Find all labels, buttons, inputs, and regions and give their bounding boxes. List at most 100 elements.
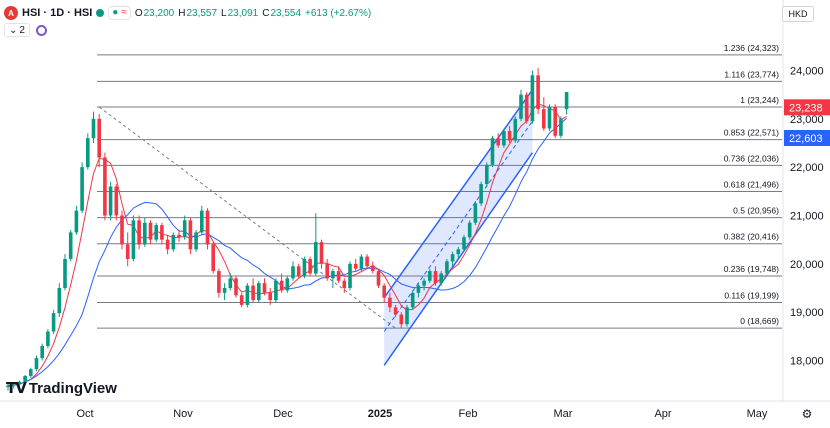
candle-body [228,278,233,288]
candle-body [291,266,295,279]
time-tick-label: Nov [173,408,193,420]
candle-body [485,164,489,185]
candle-body [80,167,84,211]
candle-body [296,266,301,276]
tradingview-wordmark: TradingView [28,379,117,397]
candle-body [416,285,421,293]
ohlc-low-key: L [221,7,227,19]
candle-body [165,239,170,250]
price-tick-label: 24,000 [790,66,824,78]
candle-body [131,220,136,259]
chart-header: A HSI · 1D · HSI ● ≈ O 23,200 H 23,557 L 23… [0,0,830,40]
candle-body [359,256,364,269]
ohlc-high-key: H [178,7,186,19]
candle-body [564,92,569,110]
candle-body [353,263,358,269]
indicators-collapse-button[interactable]: ⌄ 2 [4,23,30,37]
candle-body [6,385,10,388]
candle-body [524,94,529,122]
candle-body [450,254,455,262]
fib-level-label: 0.382 (20,416) [724,232,779,242]
candle-body [371,266,375,272]
loading-ring-icon[interactable] [35,24,47,36]
moving-averages [7,103,567,387]
candle-body [125,244,130,259]
gear-icon[interactable]: ⚙ [801,407,813,421]
price-tick-label: 22,000 [790,162,824,174]
candle-body [29,369,33,376]
candle-body [319,242,324,264]
candle-body [154,225,158,240]
candle-body [234,278,238,296]
time-tick-label: May [747,408,768,420]
indicator-toggle[interactable]: ● ≈ [108,6,131,20]
indicator-row: ⌄ 2 [4,23,47,37]
fib-level-label: 0.736 (22,036) [724,153,779,163]
market-status-dot [96,9,105,17]
candle-body [285,278,290,291]
candle-body [479,184,483,204]
candle-body [513,118,518,141]
candle-body [171,234,176,250]
candle-body [245,285,250,305]
ohlc-low-value: 23,091 [227,7,259,19]
candle-body [530,75,535,122]
channel-upper-line[interactable] [383,89,534,299]
price-tick-label: 23,000 [790,114,824,126]
candle-body [393,307,398,315]
candle-body [257,283,261,301]
candle-body [388,297,392,308]
ma-price-label: 22,603 [789,133,823,145]
candle-body [536,75,540,110]
candle-body [473,203,478,223]
currency-button[interactable]: HKD [782,6,814,22]
candle-body [200,210,204,233]
time-tick-label: Dec [273,408,293,420]
candle-body [439,273,443,284]
candle-body [410,292,415,308]
time-tick-label: Apr [654,408,671,420]
fib-anchor-line[interactable] [98,106,396,329]
candle-body [490,138,495,165]
candle-body [108,186,113,216]
candle-body [308,259,312,274]
candle-body [11,384,16,386]
candle-body [23,375,27,382]
ohlc-open-key: O [134,7,143,19]
candle-body [547,106,552,129]
eye-icon[interactable]: ● [112,7,119,18]
time-tick-label: 2025 [368,408,392,420]
last-price-label: 23,238 [789,102,823,114]
candle-body [86,138,90,168]
symbol-title[interactable]: HSI · 1D · HSI [22,7,93,19]
time-tick-label: Oct [76,408,93,420]
candle-body [274,280,278,301]
fib-level-label: 1 (23,244) [740,95,779,105]
price-tick-label: 18,000 [790,356,824,368]
price-tick-label: 19,000 [790,307,824,319]
candle-body [160,225,164,240]
candle-body [148,222,153,240]
fib-level-label: 0.618 (21,496) [724,180,779,190]
fib-level-label: 0 (18,669) [740,316,779,326]
candle-body [428,271,432,281]
candle-body [74,210,79,233]
price-axis[interactable]: 18,000 19,000 20,000 21,000 22,000 23,000 24,0… [782,0,830,401]
wave-icon[interactable]: ≈ [121,7,127,18]
candle-body [456,249,461,255]
candle-body [51,313,56,332]
candle-body [34,358,39,370]
candle-body [302,259,307,276]
candle-body [336,271,341,281]
channel-fill [384,89,533,366]
candle-body [103,157,107,216]
time-axis[interactable]: Oct Nov Dec 2025 Feb Mar Apr May [0,400,830,420]
candle-body [445,261,449,274]
candle-body [422,280,426,286]
candle-body [467,222,472,238]
ohlc-values: O 23,200 H 23,557 L 23,091 C 23,554 +613 (+2… [135,8,371,19]
candle-body [177,234,181,238]
tradingview-logo[interactable]: TV TradingView [6,379,117,397]
candle-body [194,232,198,250]
